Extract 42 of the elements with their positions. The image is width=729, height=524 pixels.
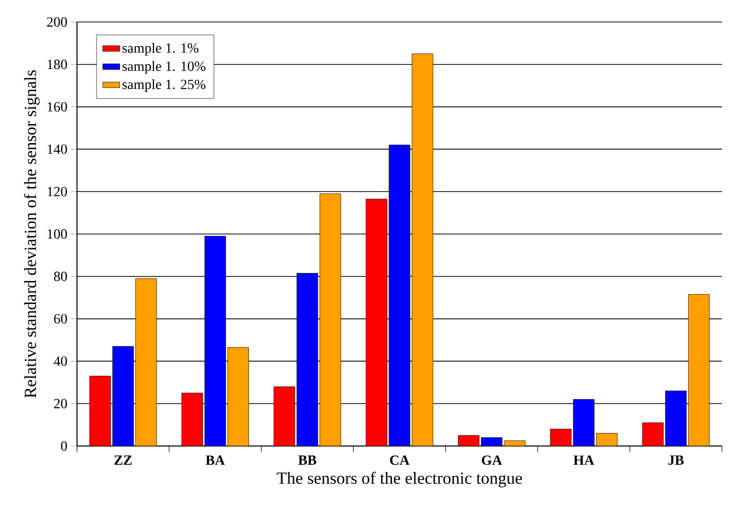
bar [89, 376, 111, 446]
y-tick-label: 180 [48, 60, 67, 70]
x-tick-label: CA [390, 456, 410, 465]
bar [320, 194, 342, 446]
x-axis-title: The sensors of the electronic tongue [276, 472, 522, 488]
bar [688, 294, 710, 446]
bar [366, 198, 388, 446]
bar [182, 392, 203, 446]
bar [412, 54, 434, 446]
x-tick-label: JB [668, 456, 684, 465]
y-tick-label: 80 [54, 272, 67, 282]
bar [573, 399, 594, 446]
bar [228, 347, 249, 446]
legend-label: sample 1. 10% [122, 61, 206, 74]
bar [550, 428, 572, 446]
y-tick-label: 200 [47, 17, 67, 27]
y-tick-label: 60 [54, 314, 67, 324]
y-tick-label: 140 [48, 144, 67, 154]
bar [204, 236, 226, 446]
y-tick-label: 0 [61, 441, 67, 451]
bar [112, 346, 134, 446]
bar [274, 386, 296, 446]
bar [596, 433, 618, 446]
bar [388, 144, 410, 446]
bar [458, 435, 480, 446]
x-tick-label: BB [298, 456, 316, 465]
bar [296, 273, 318, 446]
y-tick-label: 120 [48, 186, 67, 196]
bar [135, 278, 157, 446]
x-tick-label: BA [206, 456, 225, 465]
y-tick-label: 40 [54, 356, 67, 366]
legend-label: sample 1. 25% [122, 79, 206, 92]
y-tick-label: 100 [48, 229, 67, 239]
legend-label: sample 1. 1% [122, 42, 198, 56]
bar [642, 422, 664, 446]
bar [665, 390, 687, 446]
y-tick-label: 20 [54, 398, 67, 408]
y-tick-label: 160 [48, 102, 67, 112]
x-tick-label: HA [574, 456, 594, 465]
x-tick-label: GA [482, 456, 502, 465]
x-tick-label: ZZ [114, 456, 132, 465]
y-axis-title: Relative standard deviation of the sensor signals [24, 70, 40, 398]
